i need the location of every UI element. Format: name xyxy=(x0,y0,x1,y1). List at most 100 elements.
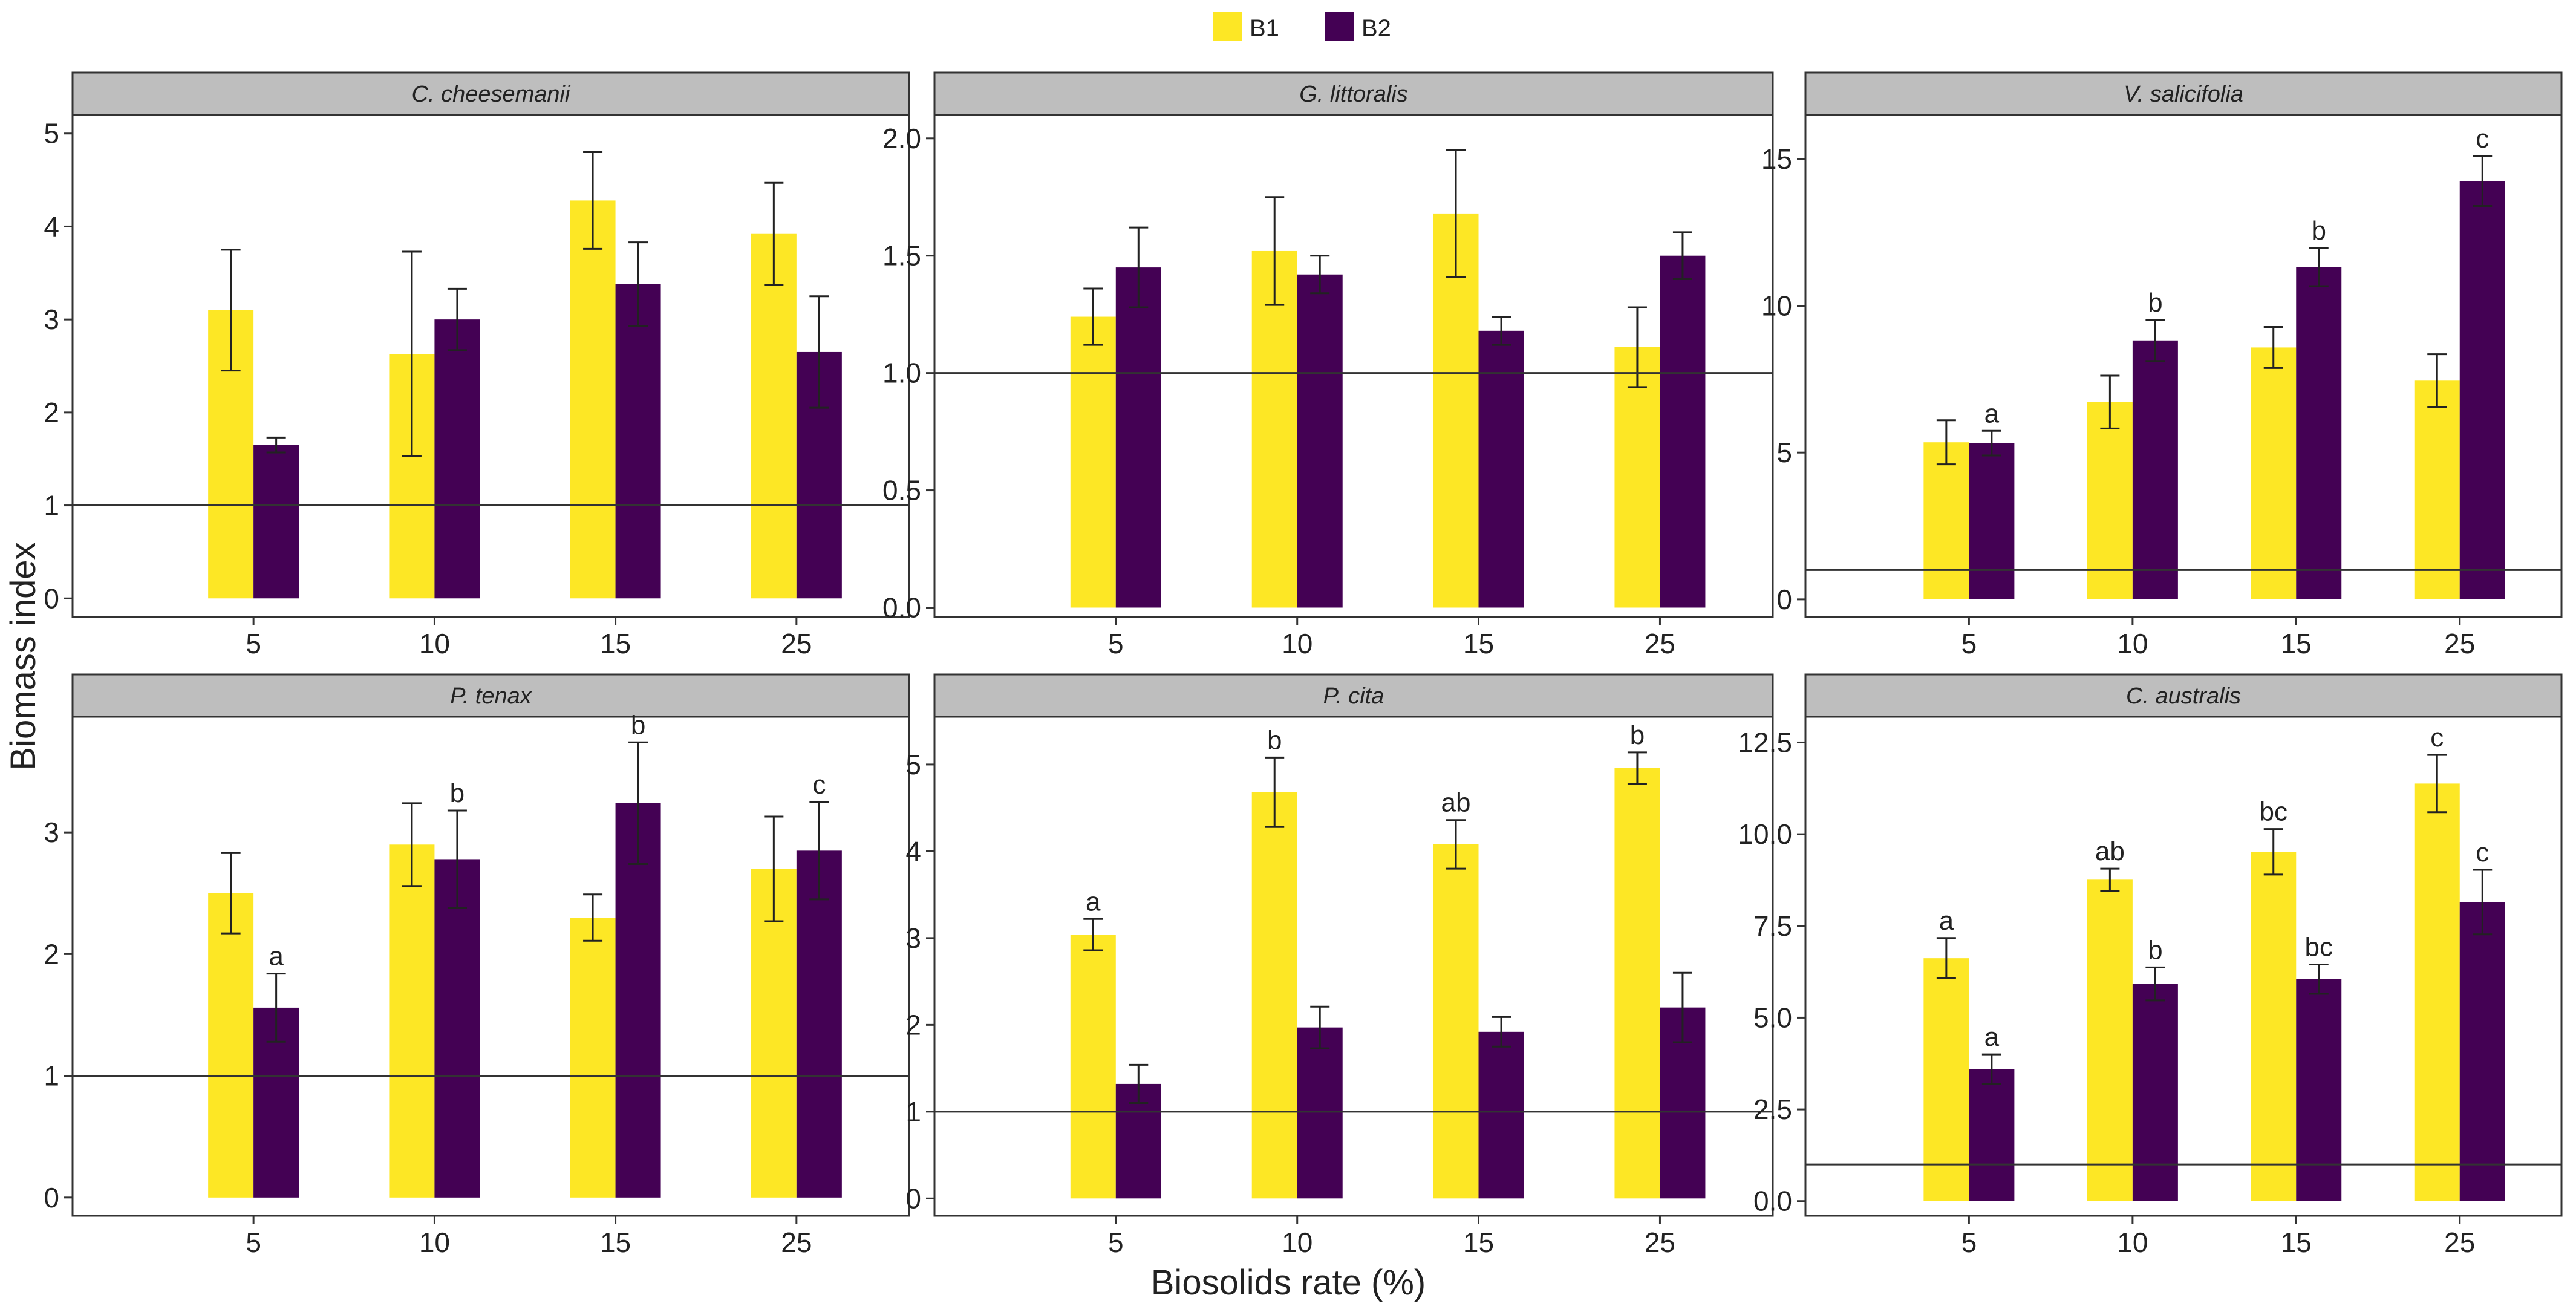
error-bar xyxy=(628,241,648,327)
facet-strip xyxy=(1804,673,2563,718)
x-tick-label: 10 xyxy=(1282,628,1312,659)
y-tick-label: 5 xyxy=(44,118,59,149)
bar-b1-15 xyxy=(570,200,616,599)
y-tick-label: 2.0 xyxy=(882,123,921,154)
bar-b2-25 xyxy=(1660,255,1706,608)
panel-c-australis: C. australis 0.0 2.5 5.0 7.5 10.0 12.5 5 10 15 25 a… xyxy=(1738,673,2563,1258)
bar-b1-25 xyxy=(1614,768,1660,1199)
x-tick-label: 5 xyxy=(1108,1227,1124,1258)
y-tick-label: 3 xyxy=(44,304,59,335)
significance-letter: c xyxy=(2476,838,2489,867)
bar-b1-5 xyxy=(208,893,254,1198)
bar-b2-15 xyxy=(2296,979,2342,1201)
x-tick-label: 5 xyxy=(1961,1227,1977,1258)
y-axis-title: Biomass index xyxy=(4,542,43,770)
x-tick-label: 25 xyxy=(2444,628,2475,659)
plot-area xyxy=(933,114,1774,618)
error-bar xyxy=(1083,287,1103,346)
x-tick-label: 15 xyxy=(2281,628,2312,659)
error-bar xyxy=(1492,316,1511,346)
significance-letter: bc xyxy=(2260,797,2287,827)
error-bar xyxy=(1936,937,1956,980)
plot-area xyxy=(71,114,910,618)
panel-p-tenax: P. tenax 0 1 2 3 5 10 15 25 a b b c xyxy=(44,673,910,1258)
bar-b2-5 xyxy=(1115,267,1161,608)
y-tick-label: 0.5 xyxy=(882,475,921,506)
panel-v-salicifolia: V. salicifolia 0 5 10 15 5 10 15 25 a b b c xyxy=(1761,71,2563,659)
y-tick-label: 4 xyxy=(44,210,59,242)
error-bar xyxy=(1672,231,1692,280)
bar-b1-25 xyxy=(2414,783,2460,1201)
y-tick-label: 2.5 xyxy=(1753,1094,1792,1125)
error-bar xyxy=(809,295,829,409)
bar-b2-5 xyxy=(253,445,299,599)
facet-title: P. cita xyxy=(1323,684,1384,709)
bar-b2-15 xyxy=(1478,330,1524,608)
bar-b1-5 xyxy=(1923,958,1969,1201)
bar-b1-10 xyxy=(2087,402,2133,599)
x-tick-label: 10 xyxy=(1282,1227,1312,1258)
x-tick-label: 10 xyxy=(2117,1227,2148,1258)
y-tick-label: 2 xyxy=(44,938,59,970)
bar-b1-10 xyxy=(2087,879,2133,1201)
legend-label-b2: B2 xyxy=(1361,15,1391,42)
y-tick-label: 4 xyxy=(905,835,921,867)
bar-b1-10 xyxy=(1251,250,1297,608)
y-tick-label: 0.0 xyxy=(882,592,921,623)
error-bar xyxy=(1627,751,1647,785)
y-tick-label: 0 xyxy=(44,1182,59,1213)
error-bar xyxy=(1129,1063,1149,1104)
x-tick-label: 5 xyxy=(1961,628,1977,659)
panel-c-cheesemanii: C. cheesemanii 0 1 2 3 4 5 5 10 15 25 xyxy=(44,71,910,659)
error-bar xyxy=(2473,155,2493,207)
error-bar xyxy=(2145,966,2165,1002)
facet-title: V. salicifolia xyxy=(2124,82,2243,107)
bar-b1-10 xyxy=(389,844,435,1198)
bar-b1-15 xyxy=(2251,852,2297,1201)
significance-letter: b xyxy=(1630,720,1645,750)
bar-b2-25 xyxy=(2459,902,2505,1201)
bar-b2-10 xyxy=(1297,274,1343,608)
bar-b1-25 xyxy=(2414,380,2460,599)
error-bar xyxy=(1129,226,1149,308)
error-bar xyxy=(809,801,829,901)
significance-letter: b xyxy=(2312,216,2326,246)
x-tick-label: 25 xyxy=(1645,628,1675,659)
x-tick-label: 10 xyxy=(419,628,450,659)
significance-letter: a xyxy=(1086,887,1101,916)
error-bar xyxy=(2473,869,2493,936)
y-tick-label: 1 xyxy=(44,1060,59,1092)
significance-letter: ab xyxy=(1441,788,1471,818)
bar-b1-5 xyxy=(1070,935,1116,1199)
x-tick-label: 15 xyxy=(600,628,631,659)
y-tick-label: 2 xyxy=(905,1009,921,1040)
significance-letter: c xyxy=(812,770,826,800)
bar-b2-10 xyxy=(2132,984,2178,1201)
plot-area xyxy=(933,716,1774,1217)
significance-letter: a xyxy=(1984,1022,2000,1052)
error-bar xyxy=(2309,247,2329,287)
y-tick-label: 1.5 xyxy=(882,240,921,272)
bar-b1-5 xyxy=(1070,316,1116,608)
y-tick-label: 15 xyxy=(1761,143,1792,175)
bar-b2-25 xyxy=(796,850,842,1198)
significance-letter: b xyxy=(631,710,645,740)
x-tick-label: 10 xyxy=(419,1227,450,1258)
error-bar xyxy=(1310,1005,1330,1049)
bar-b2-15 xyxy=(615,284,661,599)
error-bar xyxy=(2309,963,2329,995)
bar-b2-15 xyxy=(1478,1031,1524,1199)
y-tick-label: 0.0 xyxy=(1753,1186,1792,1217)
significance-letter: a xyxy=(1939,906,1954,936)
y-tick-label: 0 xyxy=(44,582,59,614)
x-tick-label: 25 xyxy=(781,628,812,659)
bar-b2-10 xyxy=(1297,1027,1343,1199)
significance-letter: b xyxy=(450,778,465,808)
error-bar xyxy=(2263,828,2283,876)
bar-b2-10 xyxy=(434,319,480,599)
bar-b1-25 xyxy=(1614,347,1660,608)
legend-label-b1: B1 xyxy=(1250,15,1279,42)
bar-b1-10 xyxy=(1251,792,1297,1199)
error-bar xyxy=(266,973,286,1043)
